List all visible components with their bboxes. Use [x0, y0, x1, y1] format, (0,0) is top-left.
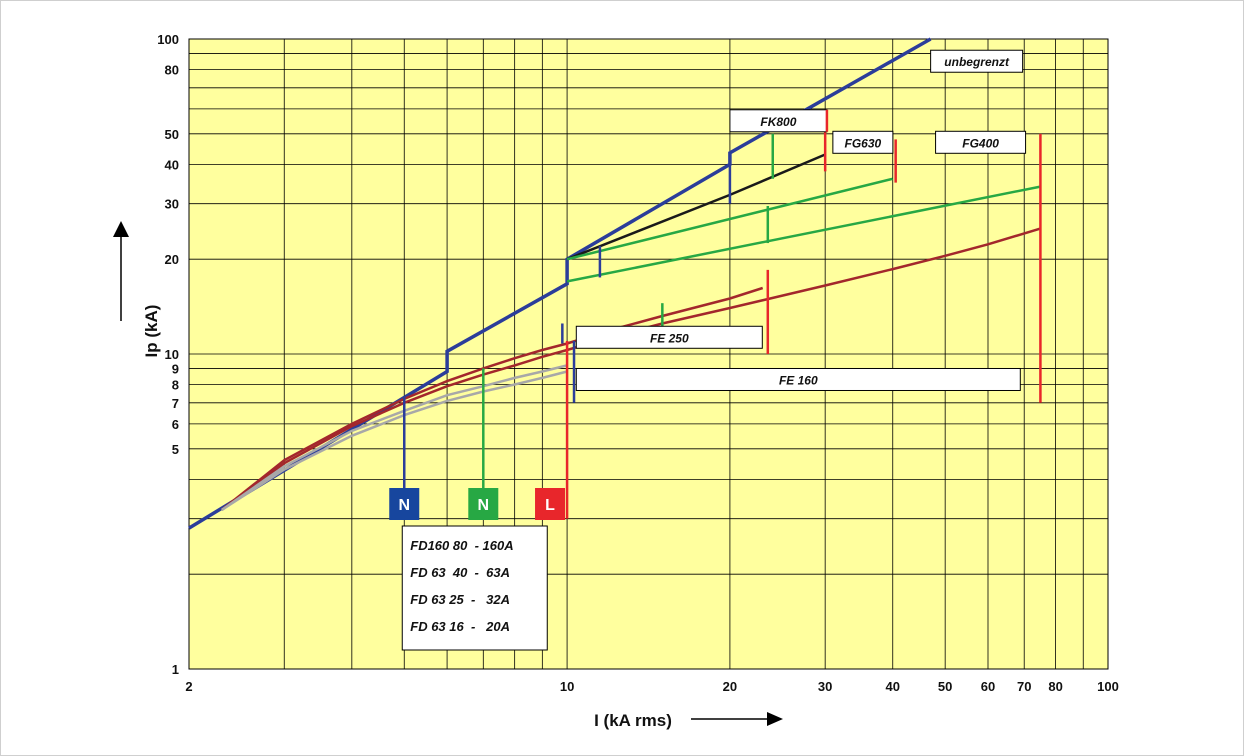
x-tick-labels: 2 10 20 30 40 50 60 70 80 100	[185, 679, 1118, 694]
legend-frame	[401, 525, 548, 651]
x-tick-label: 2	[185, 679, 192, 694]
y-tick-label: 6	[172, 417, 179, 432]
annotation-label: FE 250	[650, 331, 689, 345]
x-tick-label: 70	[1017, 679, 1031, 694]
annotation-box	[575, 367, 1021, 391]
letter-label: L	[545, 497, 555, 514]
annotation-box	[575, 325, 763, 349]
x-tick-label: 50	[938, 679, 952, 694]
annotation-box	[935, 130, 1027, 154]
legend-entry: FD 63 25 - 32A	[410, 592, 510, 607]
y-tick-label: 100	[157, 32, 179, 47]
y-tick-label: 40	[165, 157, 179, 172]
y-tick-label: 20	[165, 252, 179, 267]
series-line-green	[566, 185, 1041, 283]
y-axis-arrow	[113, 221, 129, 321]
y-tick-label: 9	[172, 361, 179, 376]
annotation-label: unbegrenzt	[944, 55, 1010, 69]
y-tick-label: 30	[165, 197, 179, 212]
legend-entry: FD 63 16 - 20A	[410, 619, 510, 634]
y-axis-label: Ip (kA)	[142, 305, 161, 358]
letter-label: N	[398, 497, 410, 514]
letter-box	[468, 488, 499, 520]
y-tick-labels: 1 5 6 7 8 910 20 30 40 50 80 100	[157, 32, 179, 677]
y-tick-label: 80	[165, 63, 179, 78]
series-line-gray	[221, 364, 568, 511]
letter-box	[535, 488, 566, 520]
x-tick-label: 60	[981, 679, 995, 694]
y-tick-label: 10	[165, 347, 179, 362]
annotation-boxes: unbegrenzt FK800 FG630 FG400 FE 250 FE 160	[575, 49, 1027, 391]
series-line-green	[566, 177, 893, 261]
x-tick-label: 30	[818, 679, 832, 694]
x-tick-label: 80	[1048, 679, 1062, 694]
annotation-label: FK800	[760, 115, 796, 129]
letter-label: N	[478, 497, 490, 514]
y-tick-label: 50	[165, 127, 179, 142]
legend-entry: FD160 80 - 160A	[410, 538, 513, 553]
x-axis-arrow	[691, 712, 783, 726]
x-axis-label: I (kA rms)	[594, 711, 672, 730]
x-tick-label: 10	[560, 679, 574, 694]
x-tick-label: 100	[1097, 679, 1119, 694]
annotation-label: FG630	[845, 136, 882, 150]
annotation-box	[930, 49, 1024, 73]
y-tick-label: 5	[172, 442, 179, 457]
x-tick-label: 20	[723, 679, 737, 694]
x-tick-label: 40	[886, 679, 900, 694]
legend-box: FD160 80 - 160A FD 63 40 - 63A FD 63 25 - …	[401, 525, 548, 651]
y-tick-label: 7	[172, 396, 179, 411]
annotation-label: FG400	[962, 136, 999, 150]
y-tick-label: 8	[172, 378, 179, 393]
legend-entry: FD 63 40 - 63A	[410, 565, 510, 580]
y-tick-label: 1	[172, 662, 179, 677]
letter-box	[389, 488, 420, 520]
annotation-label: FE 160	[779, 373, 818, 387]
annotation-box	[832, 130, 894, 154]
series-line-gray	[221, 370, 568, 511]
